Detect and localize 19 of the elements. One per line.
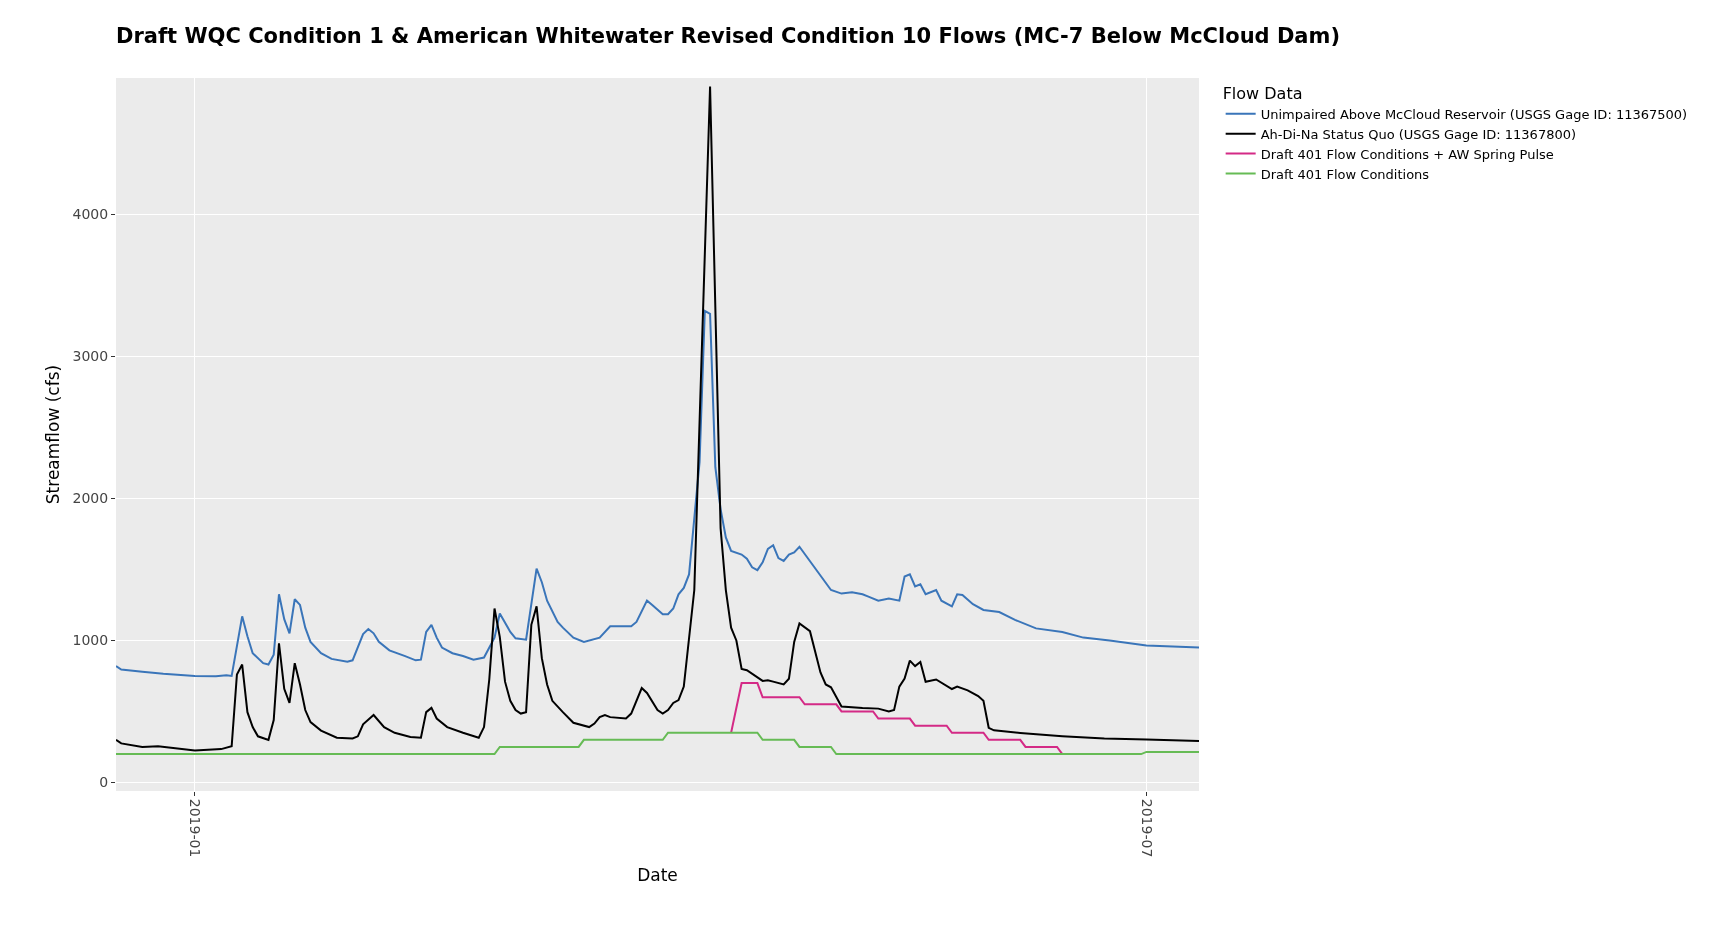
line-series: [116, 85, 1199, 752]
y-tick-label: 2000: [72, 490, 109, 507]
y-axis-title: Streamflow (cfs): [43, 364, 64, 505]
x-axis-title: Date: [637, 864, 678, 885]
legend-label: Draft 401 Flow Conditions + AW Spring Pulse: [1260, 146, 1554, 162]
line-series: [116, 731, 1199, 756]
y-tick-label: 0: [99, 774, 109, 791]
x-tick-label: 2019-01: [187, 798, 204, 858]
legend-label: Unimpaired Above McCloud Reservoir (USGS Gage ID: 11367500): [1260, 106, 1688, 122]
line-series: [730, 682, 1064, 756]
y-tick-label: 3000: [72, 348, 109, 365]
y-tick-label: 4000: [72, 206, 109, 223]
legend-title: Flow Data: [1222, 83, 1303, 103]
line-series: [116, 309, 1199, 678]
y-tick-label: 1000: [72, 632, 109, 649]
legend-label: Ah-Di-Na Status Quo (USGS Gage ID: 11367800): [1260, 126, 1577, 142]
chart-title: Draft WQC Condition 1 & American Whitewater Revised Condition 10 Flows (MC-7 Below McCloud Dam): [116, 24, 1341, 49]
x-tick-label: 2019-07: [1138, 798, 1155, 858]
legend-label: Draft 401 Flow Conditions: [1260, 166, 1430, 182]
